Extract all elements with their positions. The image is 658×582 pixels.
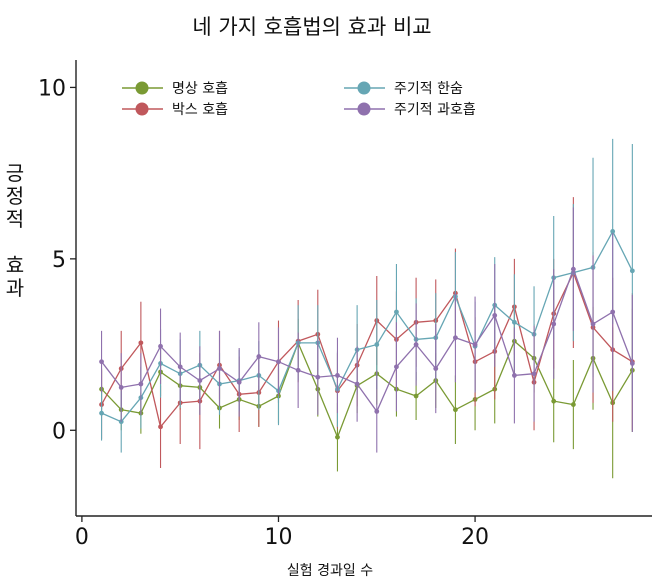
legend-marker xyxy=(357,81,371,95)
data-point xyxy=(158,343,163,349)
data-point xyxy=(511,319,517,325)
data-point xyxy=(158,424,163,430)
data-point xyxy=(394,309,399,315)
y-tick-label: 5 xyxy=(52,248,66,273)
data-point xyxy=(472,342,478,347)
legend-item: 박스 호흡 xyxy=(122,102,228,118)
y-axis-title-char: 적 xyxy=(6,207,24,231)
x-axis-title: 실험 경과일 수 xyxy=(287,563,373,579)
legend-marker xyxy=(135,102,149,116)
data-point xyxy=(610,229,616,234)
data-point xyxy=(570,266,576,272)
data-point xyxy=(177,364,183,370)
series-line xyxy=(101,340,633,439)
data-point xyxy=(413,342,419,347)
x-tick-label: 0 xyxy=(75,525,89,550)
data-point xyxy=(413,393,419,399)
x-tick-label: 10 xyxy=(264,525,292,550)
data-point xyxy=(629,361,635,366)
data-point xyxy=(335,434,340,440)
data-point xyxy=(453,335,458,341)
y-ticks: 0 5 10 xyxy=(38,76,76,444)
data-point xyxy=(99,410,104,416)
legend-label: 박스 호흡 xyxy=(172,102,228,118)
data-point xyxy=(551,398,557,404)
y-axis-title-char: 과 xyxy=(6,276,24,300)
data-point xyxy=(335,373,340,378)
data-point xyxy=(492,313,498,318)
data-point xyxy=(590,321,596,327)
series-group xyxy=(99,207,635,453)
y-axis-title-char: 정 xyxy=(6,184,24,208)
y-axis-title-char: 효 xyxy=(6,253,24,277)
data-point xyxy=(138,381,144,387)
data-point xyxy=(374,409,380,414)
data-point xyxy=(629,268,635,274)
series-group xyxy=(99,306,635,479)
data-point xyxy=(610,309,616,315)
series-group xyxy=(99,138,635,453)
legend-marker xyxy=(135,81,149,95)
data-point xyxy=(374,342,380,347)
y-tick-label: 0 xyxy=(52,419,66,444)
y-axis-title-char: 긍 xyxy=(6,161,24,185)
series-line xyxy=(101,267,633,413)
data-point xyxy=(354,381,360,387)
legend-item: 주기적 한숨 xyxy=(344,81,463,97)
data-point xyxy=(531,371,537,377)
data-point xyxy=(99,359,104,365)
legend-label: 주기적 한숨 xyxy=(394,81,463,97)
legend-marker xyxy=(357,102,371,116)
data-point xyxy=(570,402,576,407)
data-point xyxy=(138,340,144,346)
legend-label: 주기적 과호흡 xyxy=(394,102,476,118)
data-point xyxy=(433,366,439,371)
legend-item: 주기적 과호흡 xyxy=(344,102,476,118)
series-layer xyxy=(99,138,635,479)
data-point xyxy=(394,364,399,370)
data-point xyxy=(511,373,517,378)
data-point xyxy=(295,367,301,373)
y-tick-label: 10 xyxy=(38,76,66,101)
x-tick-label: 20 xyxy=(461,525,489,550)
data-point xyxy=(276,359,281,365)
data-point xyxy=(551,321,557,327)
data-point xyxy=(256,354,262,359)
legend-label: 명상 호흡 xyxy=(172,81,228,97)
legend-item: 명상 호흡 xyxy=(122,81,228,97)
data-point xyxy=(217,366,222,371)
data-point xyxy=(315,374,321,380)
data-point xyxy=(118,385,124,390)
data-point xyxy=(453,407,458,413)
chart-title: 네 가지 호흡법의 효과 비교 xyxy=(192,15,431,39)
x-ticks: 0 10 20 xyxy=(75,516,489,550)
data-point xyxy=(236,379,242,385)
series-group xyxy=(99,197,635,468)
data-point xyxy=(197,378,203,383)
series-line xyxy=(101,229,633,423)
